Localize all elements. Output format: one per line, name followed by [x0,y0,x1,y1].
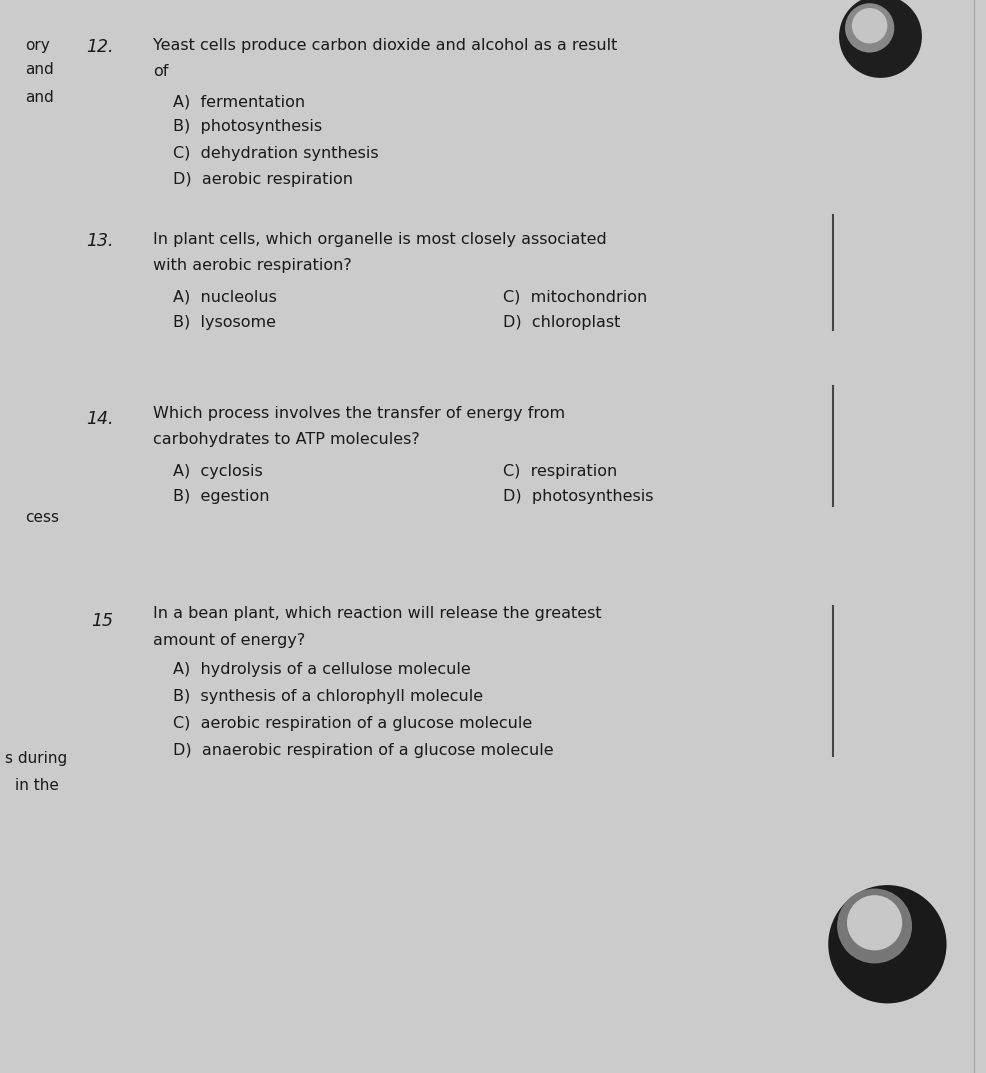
Ellipse shape [828,885,947,1003]
Text: B)  lysosome: B) lysosome [173,315,275,330]
Text: with aerobic respiration?: with aerobic respiration? [153,258,352,273]
Text: ory: ory [25,38,49,53]
Text: cess: cess [25,510,58,525]
Text: of: of [153,64,169,79]
Text: C)  aerobic respiration of a glucose molecule: C) aerobic respiration of a glucose mole… [173,716,531,731]
Ellipse shape [837,888,912,964]
Text: A)  fermentation: A) fermentation [173,94,305,109]
Text: 14.: 14. [86,410,113,428]
Text: 15: 15 [92,612,113,630]
Text: A)  hydrolysis of a cellulose molecule: A) hydrolysis of a cellulose molecule [173,662,470,677]
Text: C)  respiration: C) respiration [503,464,617,479]
Text: amount of energy?: amount of energy? [153,633,305,648]
Text: B)  egestion: B) egestion [173,489,269,504]
Text: 12.: 12. [86,38,113,56]
Text: 13.: 13. [86,232,113,250]
Ellipse shape [847,895,902,951]
Text: carbohydrates to ATP molecules?: carbohydrates to ATP molecules? [153,432,420,447]
Text: B)  synthesis of a chlorophyll molecule: B) synthesis of a chlorophyll molecule [173,689,483,704]
Text: A)  nucleolus: A) nucleolus [173,290,276,305]
Text: Which process involves the transfer of energy from: Which process involves the transfer of e… [153,406,565,421]
Ellipse shape [839,0,922,78]
Text: C)  dehydration synthesis: C) dehydration synthesis [173,146,379,161]
Text: D)  anaerobic respiration of a glucose molecule: D) anaerobic respiration of a glucose mo… [173,743,553,758]
Text: and: and [25,62,53,77]
Text: D)  photosynthesis: D) photosynthesis [503,489,654,504]
Ellipse shape [852,8,887,44]
Text: in the: in the [15,778,58,793]
Text: C)  mitochondrion: C) mitochondrion [503,290,647,305]
Text: D)  aerobic respiration: D) aerobic respiration [173,172,353,187]
Text: B)  photosynthesis: B) photosynthesis [173,119,321,134]
Text: D)  chloroplast: D) chloroplast [503,315,620,330]
Text: A)  cyclosis: A) cyclosis [173,464,262,479]
Text: and: and [25,90,53,105]
Text: In a bean plant, which reaction will release the greatest: In a bean plant, which reaction will rel… [153,606,601,621]
Text: s during: s during [5,751,67,766]
Text: In plant cells, which organelle is most closely associated: In plant cells, which organelle is most … [153,232,606,247]
Text: Yeast cells produce carbon dioxide and alcohol as a result: Yeast cells produce carbon dioxide and a… [153,38,617,53]
Ellipse shape [845,3,894,53]
